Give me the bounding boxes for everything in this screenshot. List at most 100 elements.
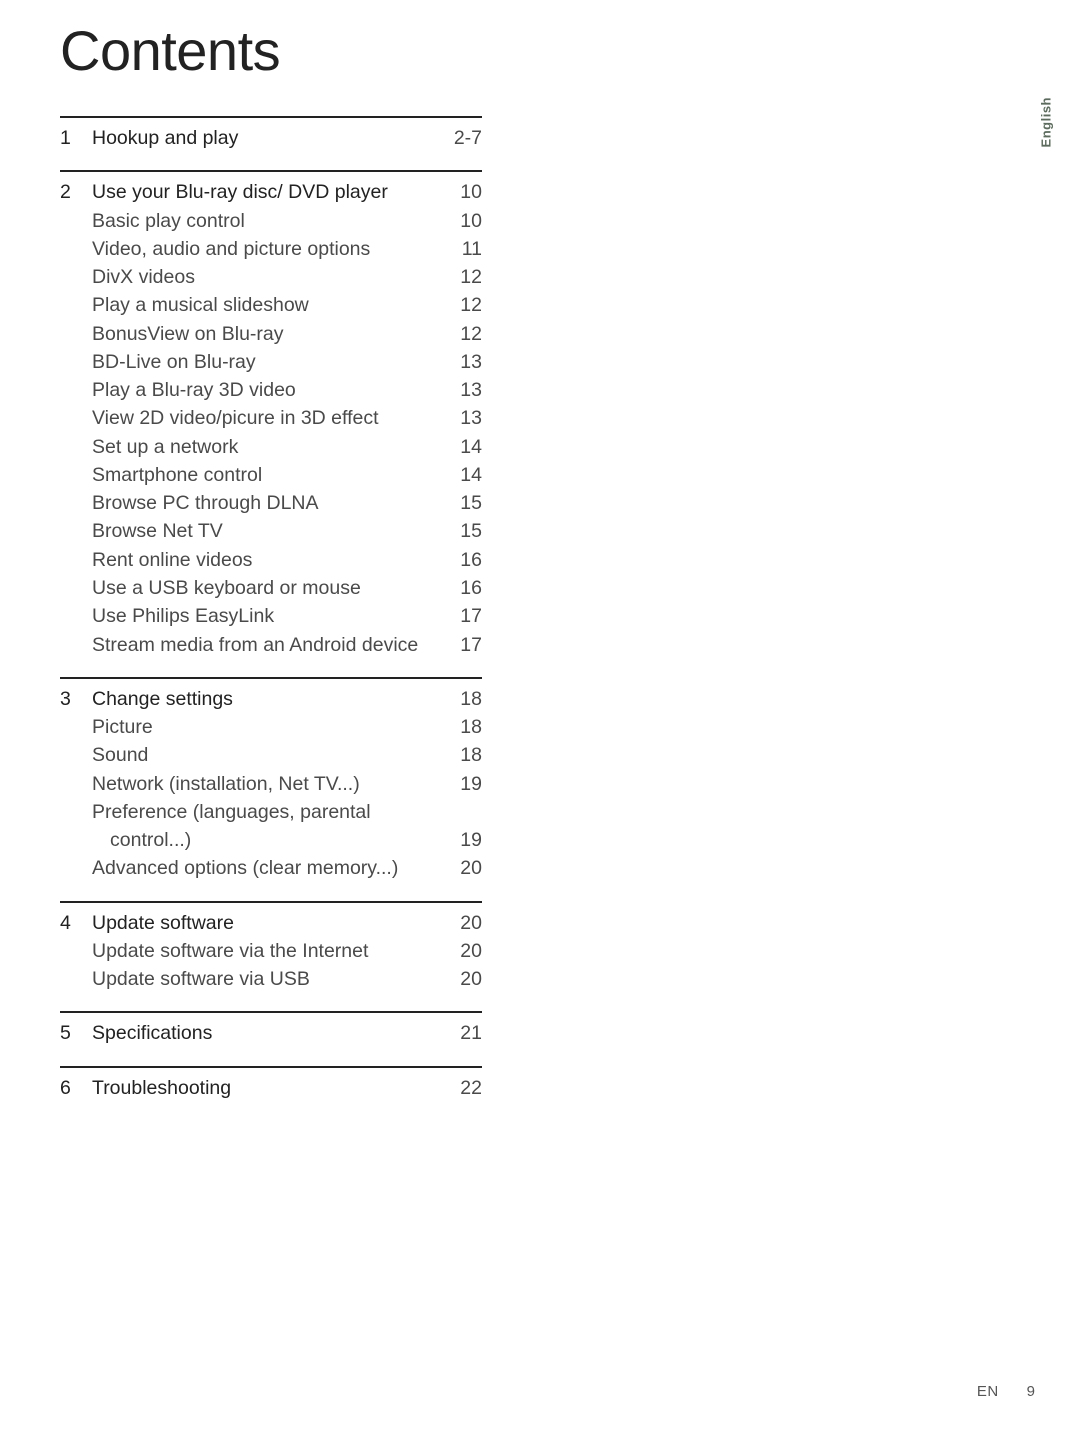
toc-section-page: 18 [438,685,482,713]
toc-item-page: 18 [438,713,482,741]
toc-item[interactable]: Picture18 [60,713,482,741]
toc-section-number: 1 [60,124,92,152]
toc-item-label: Browse PC through DLNA [92,489,438,517]
toc-item[interactable]: DivX videos12 [60,263,482,291]
toc-item[interactable]: Video, audio and picture options11 [60,235,482,263]
toc-section-label: Hookup and play [92,124,438,152]
toc-item[interactable]: Rent online videos16 [60,546,482,574]
toc-item-label: Update software via the Internet [92,937,438,965]
toc-section-label: Troubleshooting [92,1074,438,1102]
toc-section-label: Use your Blu-ray disc/ DVD player [92,178,438,206]
toc-section-number: 4 [60,909,92,937]
toc-item[interactable]: Preference (languages, parental [60,798,482,826]
toc-item-page: 13 [438,376,482,404]
table-of-contents: 1Hookup and play2-7 2Use your Blu-ray dis… [60,116,482,1120]
toc-section: 4Update software20Update software via th… [60,901,482,994]
toc-item[interactable]: Update software via the Internet20 [60,937,482,965]
toc-item[interactable]: control...)19 [60,826,482,854]
toc-item[interactable]: Stream media from an Android device17 [60,631,482,659]
toc-item-page: 20 [438,854,482,882]
toc-item-page: 17 [438,631,482,659]
toc-section-page: 22 [438,1074,482,1102]
toc-section-page: 10 [438,178,482,206]
toc-item-page: 10 [438,207,482,235]
toc-item-label: Use Philips EasyLink [92,602,438,630]
toc-section-number: 2 [60,178,92,206]
toc-item-label: Set up a network [92,433,438,461]
toc-item-page: 17 [438,602,482,630]
toc-item-page: 15 [438,517,482,545]
toc-item-label: Use a USB keyboard or mouse [92,574,438,602]
toc-item[interactable]: Play a Blu-ray 3D video13 [60,376,482,404]
toc-item-page: 13 [438,348,482,376]
toc-section-head[interactable]: 6Troubleshooting22 [60,1074,482,1102]
toc-item-label: View 2D video/picure in 3D effect [92,404,438,432]
toc-item-page: 11 [438,235,482,263]
toc-item-label: Update software via USB [92,965,438,993]
toc-item-label: Stream media from an Android device [92,631,438,659]
toc-item-page: 20 [438,937,482,965]
toc-section-head[interactable]: 2Use your Blu-ray disc/ DVD player10 [60,178,482,206]
toc-item[interactable]: Update software via USB20 [60,965,482,993]
toc-item[interactable]: BonusView on Blu-ray12 [60,320,482,348]
toc-item-page: 12 [438,320,482,348]
toc-section-page: 2-7 [438,124,482,152]
toc-item-label: Network (installation, Net TV...) [92,770,438,798]
toc-item-label: Basic play control [92,207,438,235]
toc-item-label: BonusView on Blu-ray [92,320,438,348]
toc-section: 1Hookup and play2-7 [60,116,482,152]
toc-section-number: 5 [60,1019,92,1047]
toc-item-page: 19 [438,770,482,798]
toc-item[interactable]: Network (installation, Net TV...)19 [60,770,482,798]
toc-section-page: 20 [438,909,482,937]
toc-section: 3Change settings18Picture18Sound18Networ… [60,677,482,883]
toc-item-page: 15 [438,489,482,517]
toc-item-page: 16 [438,546,482,574]
toc-section-head[interactable]: 1Hookup and play2-7 [60,124,482,152]
toc-item-page: 14 [438,433,482,461]
toc-section-head[interactable]: 5Specifications21 [60,1019,482,1047]
toc-item-page: 13 [438,404,482,432]
toc-item-page: 19 [438,826,482,854]
toc-item-label: Preference (languages, parental [92,798,438,826]
toc-section-label: Change settings [92,685,438,713]
toc-section-head[interactable]: 3Change settings18 [60,685,482,713]
toc-item-label: DivX videos [92,263,438,291]
toc-item-label: Video, audio and picture options [92,235,438,263]
toc-item[interactable]: Sound18 [60,741,482,769]
toc-section-head[interactable]: 4Update software20 [60,909,482,937]
toc-item[interactable]: Play a musical slideshow12 [60,291,482,319]
toc-item-label: Play a musical slideshow [92,291,438,319]
toc-item-page: 16 [438,574,482,602]
toc-section-number: 6 [60,1074,92,1102]
toc-item[interactable]: BD-Live on Blu-ray13 [60,348,482,376]
toc-item-page: 12 [438,291,482,319]
toc-item-label: Browse Net TV [92,517,438,545]
toc-item[interactable]: Smartphone control14 [60,461,482,489]
toc-item-page: 18 [438,741,482,769]
toc-item-label: control...) [92,826,438,854]
language-tab: English [1038,97,1053,147]
toc-item-label: BD-Live on Blu-ray [92,348,438,376]
toc-item[interactable]: Use Philips EasyLink17 [60,602,482,630]
toc-section-page: 21 [438,1019,482,1047]
toc-item-label: Advanced options (clear memory...) [92,854,438,882]
footer-page-number: 9 [1027,1383,1035,1400]
page-title: Contents [60,18,280,83]
toc-item[interactable]: Set up a network14 [60,433,482,461]
toc-item-page: 20 [438,965,482,993]
page-footer: EN 9 [977,1383,1035,1400]
toc-item[interactable]: View 2D video/picure in 3D effect13 [60,404,482,432]
toc-item-label: Sound [92,741,438,769]
toc-section: 5Specifications21 [60,1011,482,1047]
toc-item[interactable]: Use a USB keyboard or mouse16 [60,574,482,602]
toc-item[interactable]: Browse PC through DLNA15 [60,489,482,517]
toc-item-label: Play a Blu-ray 3D video [92,376,438,404]
toc-item[interactable]: Advanced options (clear memory...)20 [60,854,482,882]
toc-section: 6Troubleshooting22 [60,1066,482,1102]
footer-lang: EN [977,1383,999,1400]
toc-section-label: Update software [92,909,438,937]
toc-item[interactable]: Basic play control10 [60,207,482,235]
toc-item[interactable]: Browse Net TV15 [60,517,482,545]
toc-section-label: Specifications [92,1019,438,1047]
